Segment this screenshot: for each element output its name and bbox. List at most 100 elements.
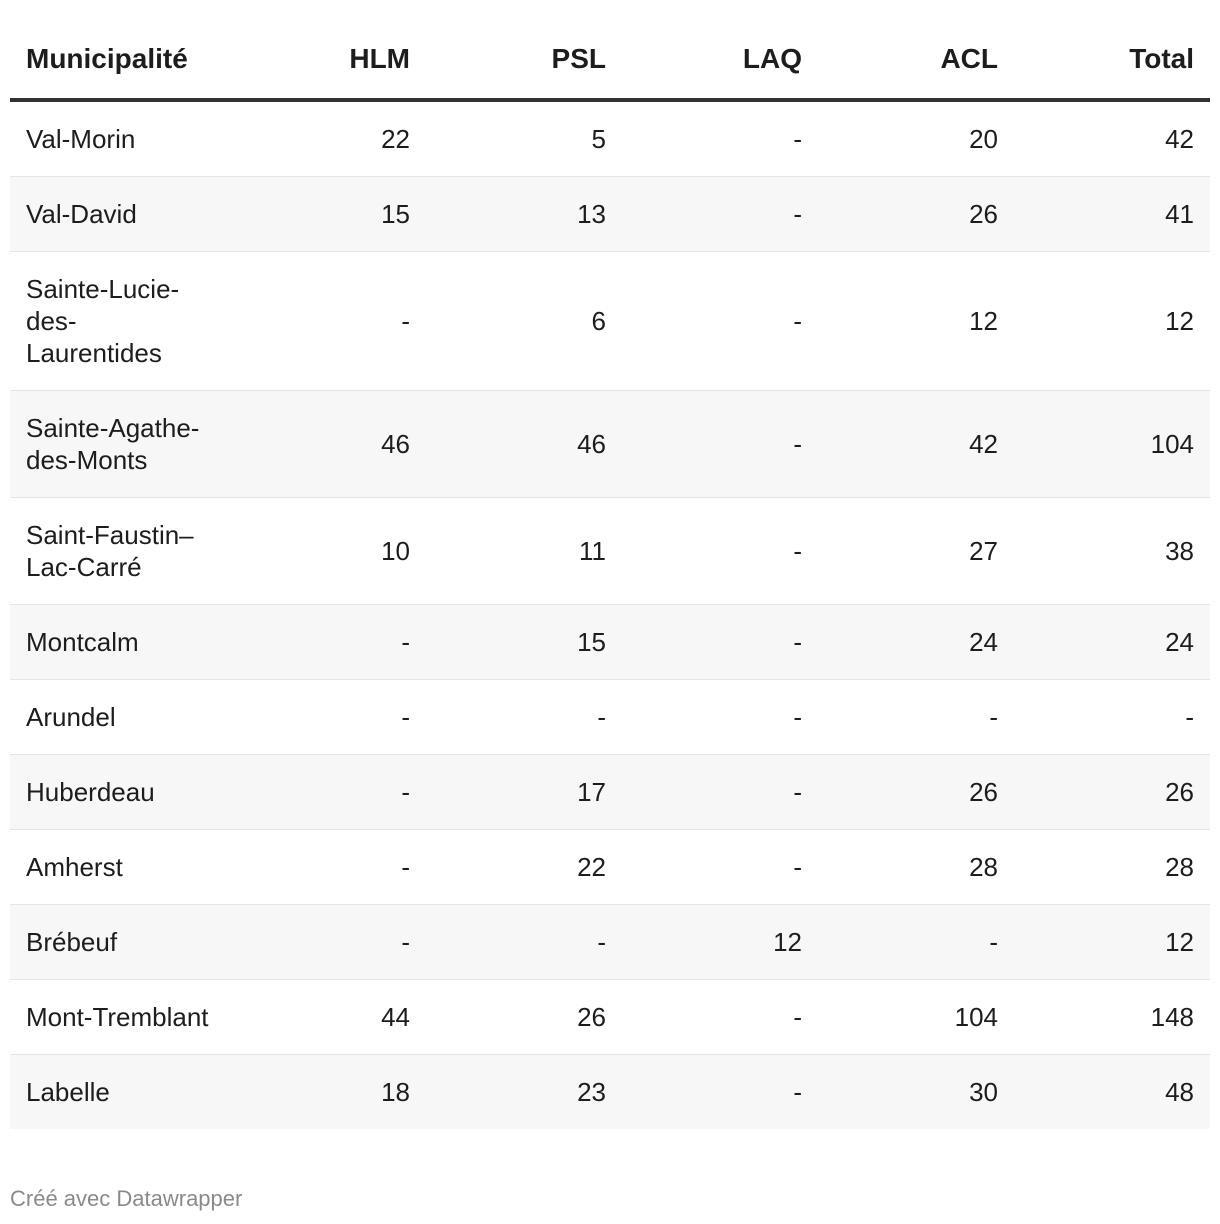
cell-psl: 15 xyxy=(426,604,622,680)
table-row: Brébeuf - -12-12 xyxy=(10,904,1210,980)
cell-total: 41 xyxy=(1014,176,1210,252)
table-row: Arundel - - - - - xyxy=(10,679,1210,755)
municipality-name: Val-David xyxy=(26,199,137,229)
cell-acl: 30 xyxy=(818,1054,1014,1129)
cell-psl: 46 xyxy=(426,390,622,498)
cell-municipalite: Huberdeau xyxy=(10,754,230,830)
table-body: Val-Morin 22 5-20 42 Val-David 15 13-26 41 Saint… xyxy=(10,100,1210,1129)
cell-acl: - xyxy=(818,679,1014,755)
cell-municipalite: Saint-Faustin–Lac-Carré xyxy=(10,497,230,605)
table-row: Sainte-Lucie-des-Laurentides -6-12 12 xyxy=(10,251,1210,391)
cell-hlm: - xyxy=(230,679,426,755)
cell-hlm: 22 xyxy=(230,100,426,177)
data-table: Municipalité HLM PSL LAQ ACL Total Val-M… xyxy=(10,20,1210,1129)
municipality-name: Labelle xyxy=(26,1077,110,1107)
cell-psl: 13 xyxy=(426,176,622,252)
cell-acl: 28 xyxy=(818,829,1014,905)
cell-acl: 104 xyxy=(818,979,1014,1055)
cell-psl: 22 xyxy=(426,829,622,905)
table-row: Val-Morin 22 5-20 42 xyxy=(10,100,1210,177)
cell-total: 26 xyxy=(1014,754,1210,830)
cell-hlm: 46 xyxy=(230,390,426,498)
cell-hlm: - xyxy=(230,829,426,905)
cell-acl: - xyxy=(818,904,1014,980)
municipality-name: Amherst xyxy=(26,852,123,882)
cell-acl: 12 xyxy=(818,251,1014,391)
cell-municipalite: Val-David xyxy=(10,176,230,252)
column-header-total[interactable]: Total xyxy=(1014,20,1210,102)
column-header-psl[interactable]: PSL xyxy=(426,20,622,102)
cell-hlm: - xyxy=(230,604,426,680)
cell-acl: 42 xyxy=(818,390,1014,498)
cell-acl: 27 xyxy=(818,497,1014,605)
table-row: Labelle 18 23-30 48 xyxy=(10,1054,1210,1129)
cell-municipalite: Labelle xyxy=(10,1054,230,1129)
column-header-hlm[interactable]: HLM xyxy=(230,20,426,102)
cell-total: - xyxy=(1014,679,1210,755)
cell-municipalite: Montcalm xyxy=(10,604,230,680)
cell-hlm: 44 xyxy=(230,979,426,1055)
header-row: Municipalité HLM PSL LAQ ACL Total xyxy=(10,20,1210,102)
cell-psl: 11 xyxy=(426,497,622,605)
cell-total: 12 xyxy=(1014,251,1210,391)
cell-laq: - xyxy=(622,100,818,177)
cell-total: 38 xyxy=(1014,497,1210,605)
municipality-name: Arundel xyxy=(26,702,116,732)
cell-hlm: - xyxy=(230,251,426,391)
cell-laq: - xyxy=(622,829,818,905)
municipality-name: Huberdeau xyxy=(26,777,155,807)
cell-laq: - xyxy=(622,176,818,252)
cell-municipalite: Brébeuf xyxy=(10,904,230,980)
cell-laq: - xyxy=(622,1054,818,1129)
table-row: Sainte-Agathe-des-Monts 46 46-42 104 xyxy=(10,390,1210,498)
cell-laq: - xyxy=(622,604,818,680)
cell-acl: 26 xyxy=(818,176,1014,252)
cell-total: 12 xyxy=(1014,904,1210,980)
cell-psl: 26 xyxy=(426,979,622,1055)
cell-laq: - xyxy=(622,390,818,498)
cell-municipalite: Val-Morin xyxy=(10,100,230,177)
column-header-acl[interactable]: ACL xyxy=(818,20,1014,102)
cell-laq: - xyxy=(622,497,818,605)
cell-hlm: - xyxy=(230,754,426,830)
municipality-name: Brébeuf xyxy=(26,927,118,957)
table-row: Montcalm -15-24 24 xyxy=(10,604,1210,680)
cell-hlm: 10 xyxy=(230,497,426,605)
cell-hlm: 18 xyxy=(230,1054,426,1129)
table-row: Huberdeau -17-26 26 xyxy=(10,754,1210,830)
datawrapper-credit: Créé avec Datawrapper xyxy=(10,1186,243,1211)
table-row: Mont-Tremblant 44 26-104 148 xyxy=(10,979,1210,1055)
column-header-municipalite[interactable]: Municipalité xyxy=(10,20,230,102)
table-header: Municipalité HLM PSL LAQ ACL Total xyxy=(10,20,1210,102)
cell-municipalite: Sainte-Agathe-des-Monts xyxy=(10,390,230,498)
cell-acl: 24 xyxy=(818,604,1014,680)
cell-total: 24 xyxy=(1014,604,1210,680)
cell-acl: 26 xyxy=(818,754,1014,830)
cell-municipalite: Arundel xyxy=(10,679,230,755)
cell-acl: 20 xyxy=(818,100,1014,177)
cell-psl: - xyxy=(426,904,622,980)
cell-municipalite: Mont-Tremblant xyxy=(10,979,230,1055)
cell-psl: - xyxy=(426,679,622,755)
municipality-name: Montcalm xyxy=(26,627,139,657)
municipality-name: Val-Morin xyxy=(26,124,136,154)
table-row: Saint-Faustin–Lac-Carré 10 11-27 38 xyxy=(10,497,1210,605)
cell-hlm: 15 xyxy=(230,176,426,252)
cell-municipalite: Amherst xyxy=(10,829,230,905)
data-table-container: Municipalité HLM PSL LAQ ACL Total Val-M… xyxy=(10,20,1210,1129)
municipality-name: Mont-Tremblant xyxy=(26,1002,209,1032)
table-row: Val-David 15 13-26 41 xyxy=(10,176,1210,252)
cell-laq: - xyxy=(622,679,818,755)
cell-laq: - xyxy=(622,754,818,830)
cell-total: 28 xyxy=(1014,829,1210,905)
municipality-name: Sainte-Agathe-des-Monts xyxy=(26,413,200,475)
cell-municipalite: Sainte-Lucie-des-Laurentides xyxy=(10,251,230,391)
cell-hlm: - xyxy=(230,904,426,980)
column-header-laq[interactable]: LAQ xyxy=(622,20,818,102)
cell-psl: 23 xyxy=(426,1054,622,1129)
cell-laq: 12 xyxy=(622,904,818,980)
cell-laq: - xyxy=(622,979,818,1055)
cell-total: 148 xyxy=(1014,979,1210,1055)
cell-total: 104 xyxy=(1014,390,1210,498)
table-row: Amherst -22-28 28 xyxy=(10,829,1210,905)
